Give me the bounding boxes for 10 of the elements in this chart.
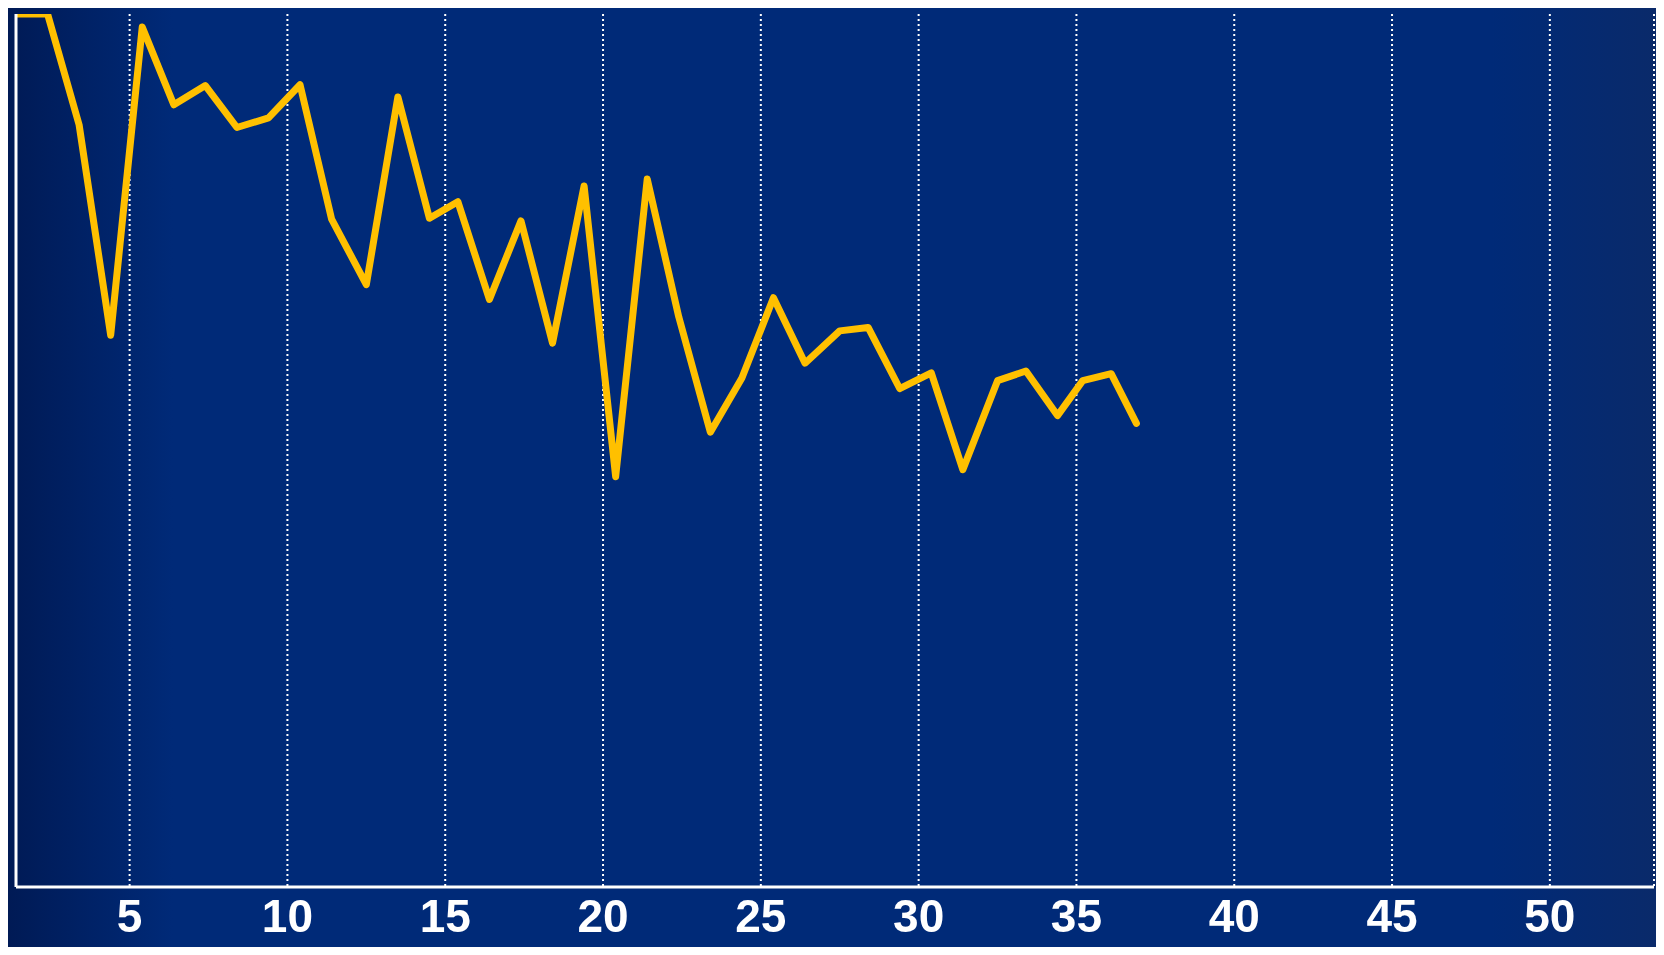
x-tick-label: 15 <box>419 889 471 942</box>
x-tick-label: 30 <box>893 889 945 942</box>
x-tick-label: 20 <box>577 889 629 942</box>
x-tick-label: 50 <box>1524 889 1576 942</box>
x-tick-label: 25 <box>735 889 787 942</box>
x-tick-label: 35 <box>1050 889 1103 942</box>
x-tick-label: 40 <box>1208 889 1260 942</box>
x-tick-label: 45 <box>1366 889 1418 942</box>
x-tick-label: 10 <box>261 889 314 942</box>
x-tick-label: 5 <box>116 889 143 942</box>
